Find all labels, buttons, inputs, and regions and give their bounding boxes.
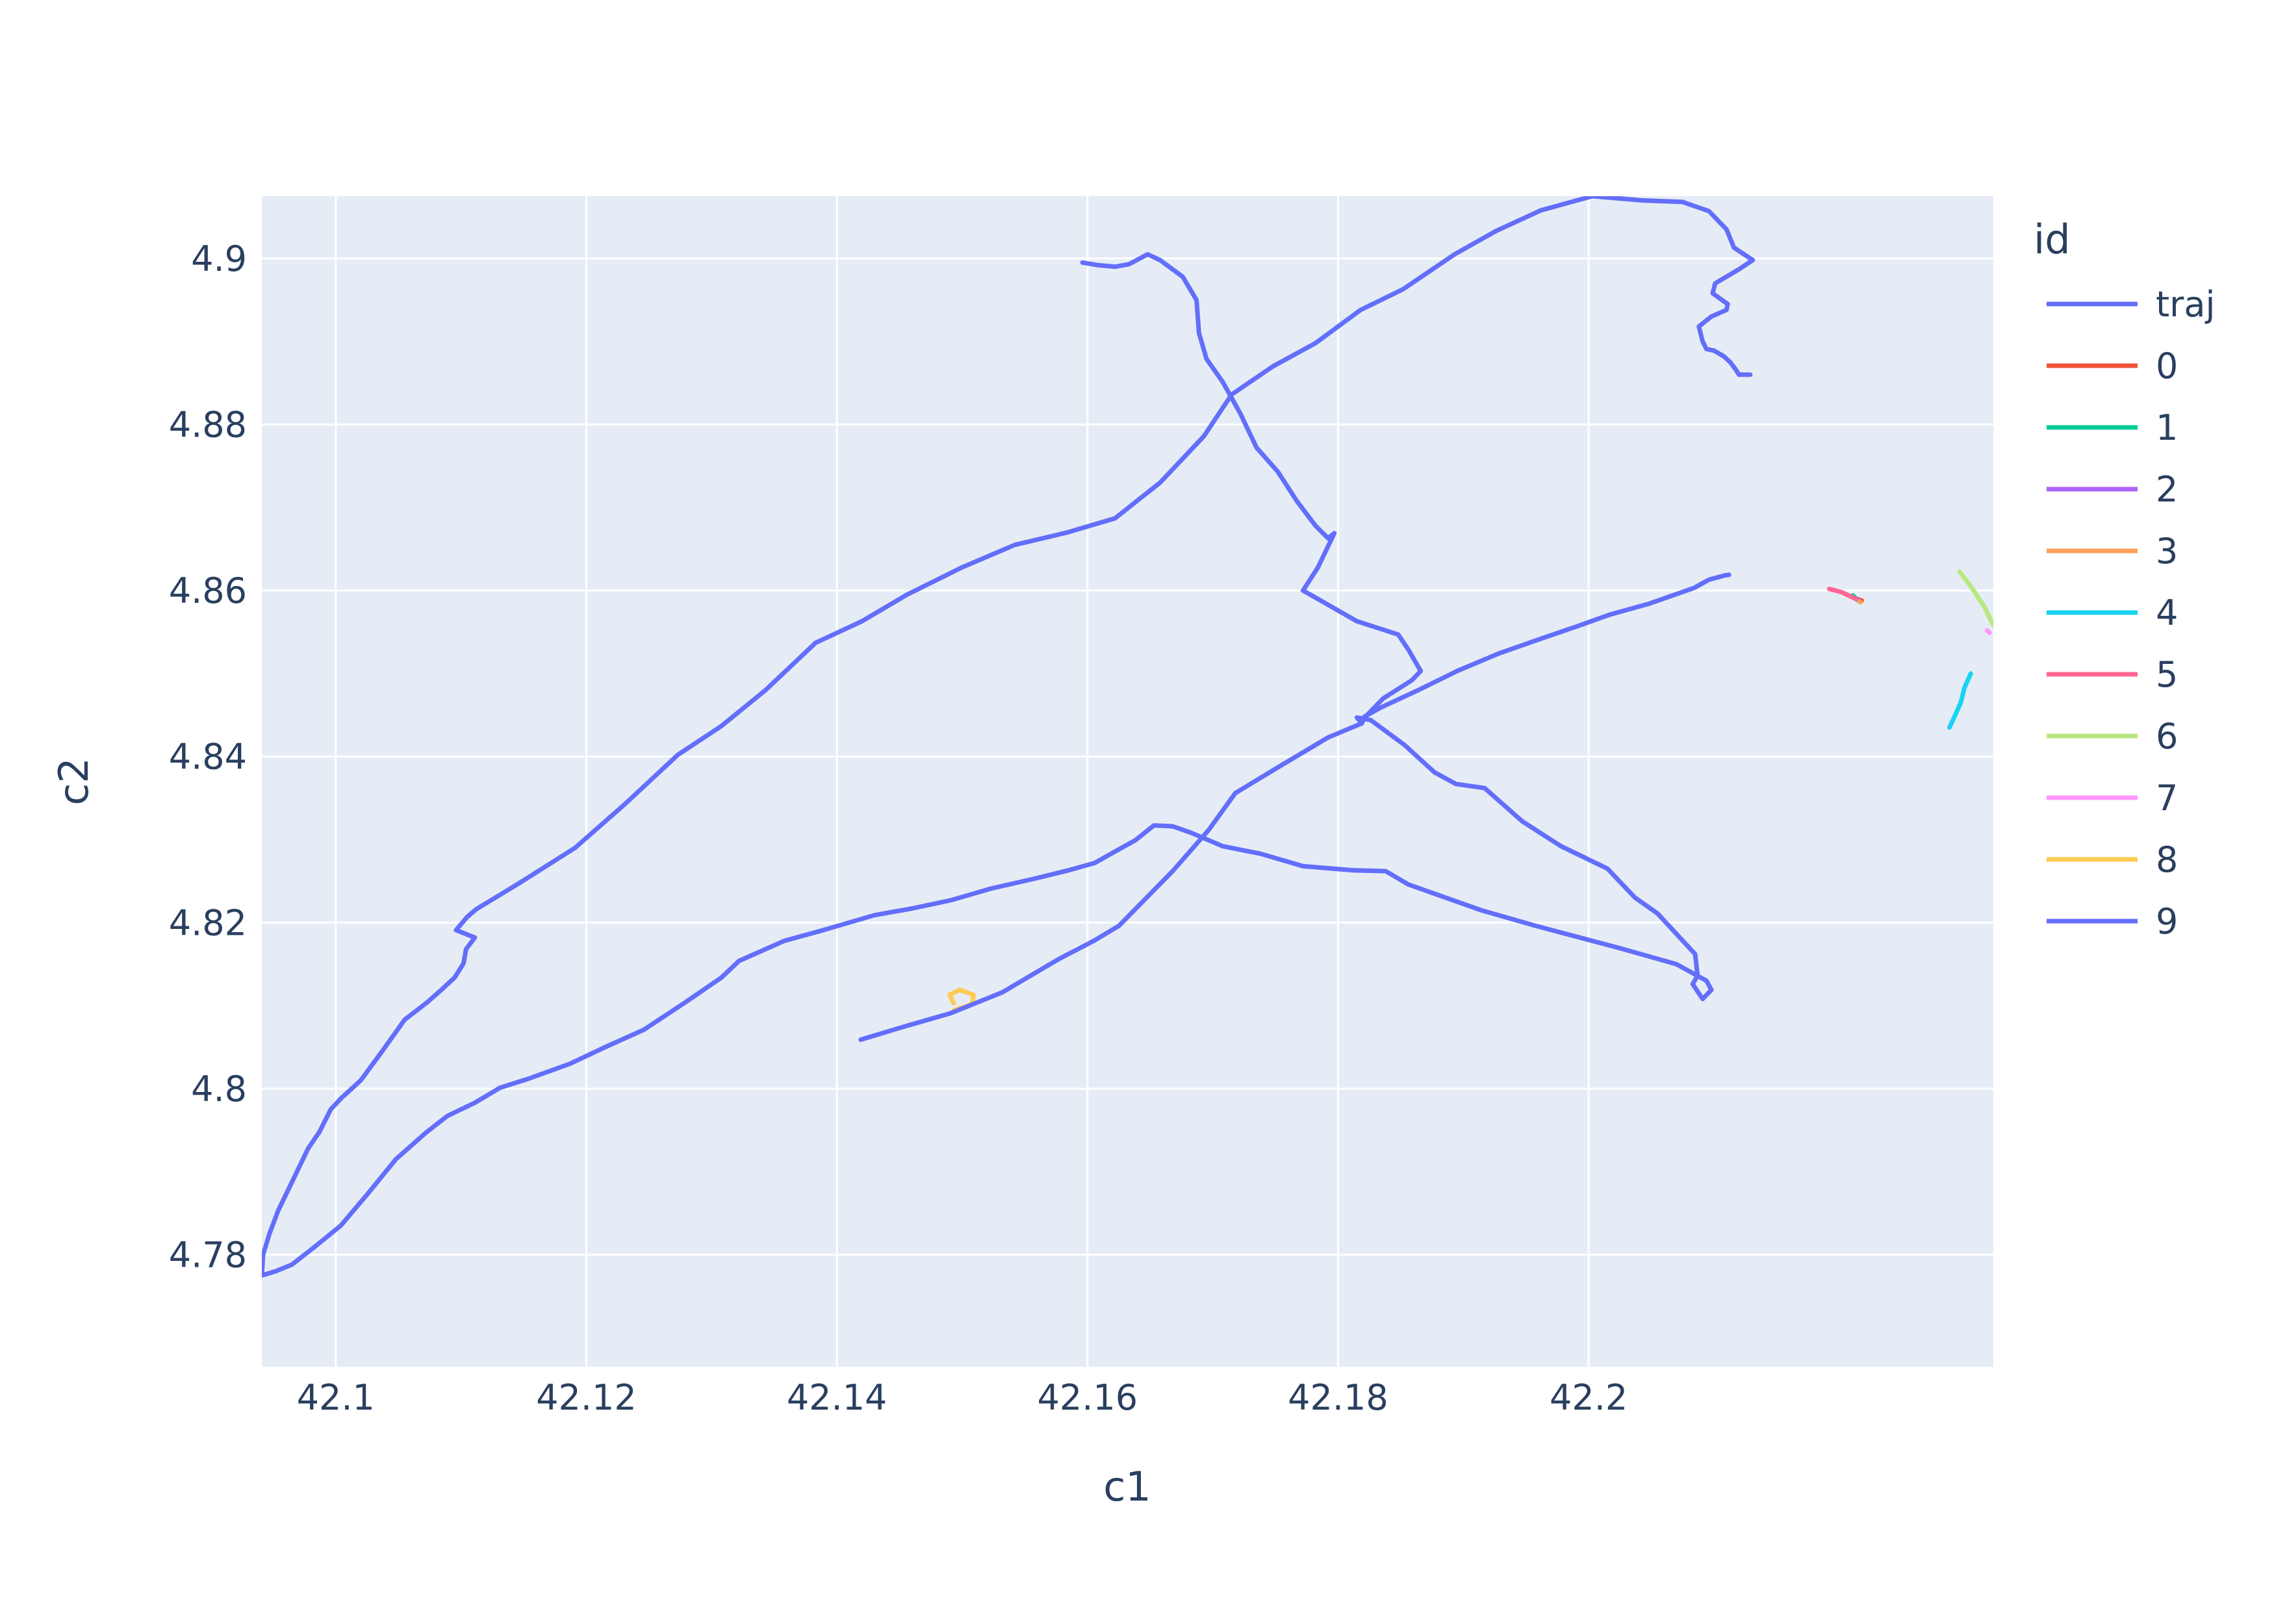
legend-item-traj[interactable]: traj [2047,284,2215,325]
legend-item-4[interactable]: 4 [2047,592,2178,633]
legend: traj 0 1 2 3 4 5 6 7 8 9 [2047,284,2215,942]
y-tick-label: 4.78 [169,1234,247,1275]
tick-labels: 42.1 42.12 42.14 42.16 42.18 42.2 4.78 4.8 4.82 4… [169,238,1628,1418]
legend-item-8[interactable]: 8 [2047,839,2178,880]
legend-label: 8 [2156,839,2178,880]
y-tick-label: 4.84 [169,737,247,778]
y-tick-label: 4.82 [169,902,247,943]
x-tick-label: 42.12 [536,1377,637,1418]
legend-label: 7 [2156,778,2178,818]
series-line-6 [1957,569,1993,628]
legend-label: 2 [2156,469,2178,510]
series-lines [262,196,1993,1278]
series-line-9 [858,572,1731,1042]
y-tick-label: 4.9 [191,238,247,279]
x-tick-label: 42.2 [1550,1377,1628,1418]
x-tick-label: 42.16 [1037,1377,1138,1418]
legend-label: 9 [2156,901,2178,942]
legend-item-2[interactable]: 2 [2047,469,2178,510]
legend-item-6[interactable]: 6 [2047,716,2178,757]
y-tick-label: 4.88 [169,404,247,445]
series-line-traj [262,196,1756,1278]
series-line-5 [1826,587,1858,602]
legend-label: 1 [2156,407,2178,448]
legend-label: 6 [2156,716,2178,757]
legend-title: id [2034,216,2071,263]
y-tick-label: 4.86 [169,570,247,611]
legend-item-9[interactable]: 9 [2047,901,2178,942]
x-tick-label: 42.14 [787,1377,888,1418]
y-axis-title: c2 [50,757,97,806]
x-tick-label: 42.1 [297,1377,375,1418]
legend-label: 4 [2156,592,2178,633]
series-line-4 [1947,671,1973,730]
legend-item-7[interactable]: 7 [2047,778,2178,818]
legend-item-1[interactable]: 1 [2047,407,2178,448]
series-line-7 [1984,628,1992,635]
legend-item-5[interactable]: 5 [2047,654,2178,695]
plot-area [262,196,1993,1367]
legend-label: 3 [2156,531,2178,572]
legend-item-0[interactable]: 0 [2047,346,2178,387]
x-tick-label: 42.18 [1288,1377,1388,1418]
grid-lines [262,196,1993,1367]
legend-label: 0 [2156,346,2178,387]
legend-item-3[interactable]: 3 [2047,531,2178,572]
legend-label: traj [2156,284,2215,325]
legend-label: 5 [2156,654,2178,695]
x-axis-title: c1 [1103,1463,1151,1510]
y-tick-label: 4.8 [191,1069,247,1110]
